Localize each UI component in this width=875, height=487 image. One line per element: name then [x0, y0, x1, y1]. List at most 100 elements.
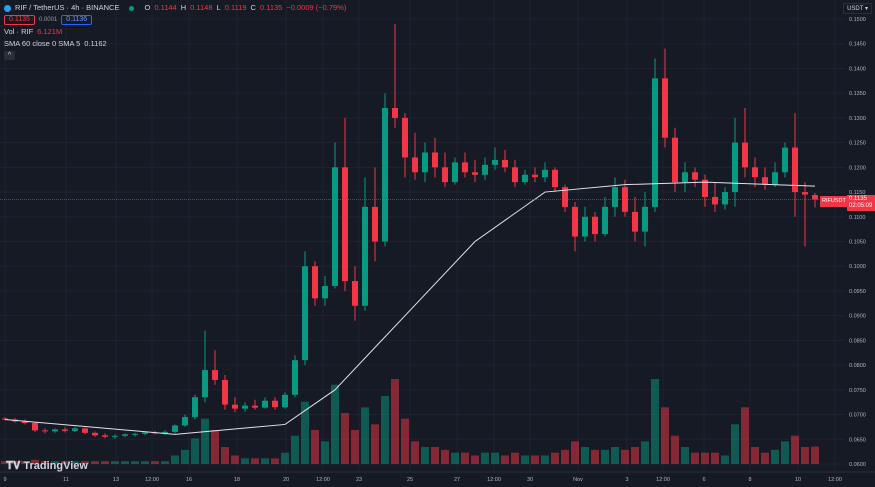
candle-body: [312, 266, 318, 299]
volume-bar: [781, 441, 789, 464]
volume-bar: [301, 401, 309, 464]
candle-body: [772, 172, 778, 185]
volume-bar: [641, 441, 649, 464]
price-tick-label: 0.1450: [849, 42, 866, 48]
candle-body: [142, 432, 148, 434]
price-tick-label: 0.0750: [849, 388, 866, 394]
high-label: H: [180, 3, 187, 12]
volume-bar: [1, 461, 9, 464]
volume-bar: [321, 441, 329, 464]
symbol-title[interactable]: RIF / TetherUS · 4h · BINANCE: [15, 3, 120, 12]
volume-bar: [121, 461, 129, 464]
price-tick-label: 0.1200: [849, 165, 866, 171]
candle-body: [542, 169, 548, 178]
time-tick-label: 3: [625, 477, 628, 483]
candle-body: [282, 394, 288, 408]
volume-bar: [261, 458, 269, 464]
price-tick-label: 0.0950: [849, 289, 866, 295]
time-tick-label: 6: [702, 477, 705, 483]
volume-bar: [191, 438, 199, 464]
candle-body: [52, 429, 58, 432]
candle-body: [42, 430, 48, 432]
candle-body: [452, 162, 458, 183]
candle-body: [132, 433, 138, 435]
buy-button[interactable]: 0.1136: [61, 15, 93, 25]
candle-body: [182, 417, 188, 426]
candle-body: [122, 434, 128, 436]
volume-bar: [201, 418, 209, 464]
volume-bar: [731, 424, 739, 464]
candle-body: [712, 197, 718, 205]
candle-body: [692, 172, 698, 180]
currency-selector[interactable]: USDT ▾: [843, 3, 872, 14]
sma-label[interactable]: SMA 60 close 0 SMA 5: [4, 39, 81, 48]
volume-bar: [61, 461, 69, 464]
volume-bar: [211, 430, 219, 464]
volume-bar: [391, 379, 399, 464]
tradingview-logo[interactable]: 𝐓𝐕 TradingView: [6, 460, 88, 473]
collapse-legend-button[interactable]: ^: [4, 51, 15, 60]
candle-body: [732, 142, 738, 193]
time-tick-label: 20: [283, 477, 289, 483]
close-value: 0.1135: [259, 3, 283, 12]
low-value: 0.1119: [224, 3, 247, 12]
candle-body: [72, 428, 78, 431]
volume-bar: [71, 461, 79, 464]
volume-bar: [161, 461, 169, 464]
volume-bar: [471, 455, 479, 464]
time-tick-label: 27: [454, 477, 460, 483]
candle-body: [162, 431, 168, 434]
candle-body: [432, 152, 438, 168]
price-tick-label: 0.0650: [849, 437, 866, 443]
candle-body: [112, 435, 118, 437]
candle-body: [442, 167, 448, 183]
time-tick-label: 9: [3, 477, 6, 483]
time-tick-label: 12:00: [316, 477, 330, 483]
candle-body: [552, 169, 558, 188]
time-tick-label: 8: [748, 477, 751, 483]
candle-body: [292, 360, 298, 395]
price-tick-label: 0.1000: [849, 264, 866, 270]
candle-body: [492, 159, 498, 165]
volume-bar: [581, 447, 589, 464]
time-tick-label: 11: [63, 477, 69, 483]
volume-bar: [441, 449, 449, 464]
candle-body: [812, 195, 818, 200]
candle-body: [402, 117, 408, 158]
volume-bar: [481, 452, 489, 464]
volume-bar: [231, 455, 239, 464]
volume-bar: [531, 455, 539, 464]
volume-bar: [371, 424, 379, 464]
volume-value: 6.121M: [37, 27, 63, 36]
spread-value: 0.0001: [38, 17, 58, 23]
tv-logo-icon: 𝐓𝐕: [6, 460, 21, 472]
candle-body: [322, 286, 328, 299]
open-label: O: [144, 3, 151, 12]
volume-bar: [511, 452, 519, 464]
candle-body: [302, 266, 308, 361]
candle-body: [522, 174, 528, 183]
volume-bar: [521, 455, 529, 464]
volume-bar: [41, 461, 49, 464]
sell-button[interactable]: 0.1135: [4, 15, 35, 25]
volume-bar: [251, 458, 259, 464]
last-price-value: 0.1135: [849, 196, 867, 202]
volume-bar: [751, 447, 759, 464]
price-tick-label: 0.1100: [849, 215, 865, 221]
volume-bar: [271, 458, 279, 464]
volume-bar: [101, 461, 109, 464]
volume-bar: [401, 418, 409, 464]
price-tick-label: 0.0850: [849, 338, 866, 344]
volume-bar: [281, 452, 289, 464]
time-tick-label: 12:00: [656, 477, 670, 483]
volume-label[interactable]: Vol · RIF: [4, 27, 34, 36]
price-tick-label: 0.1350: [849, 91, 866, 97]
price-tick-label: 0.0600: [849, 462, 866, 468]
volume-bar: [701, 452, 709, 464]
low-label: L: [216, 3, 221, 12]
candle-body: [462, 162, 468, 173]
candle-body: [792, 147, 798, 193]
time-tick-label: 25: [407, 477, 413, 483]
